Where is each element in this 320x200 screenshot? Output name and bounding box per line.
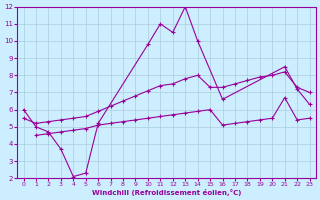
X-axis label: Windchill (Refroidissement éolien,°C): Windchill (Refroidissement éolien,°C) — [92, 189, 241, 196]
